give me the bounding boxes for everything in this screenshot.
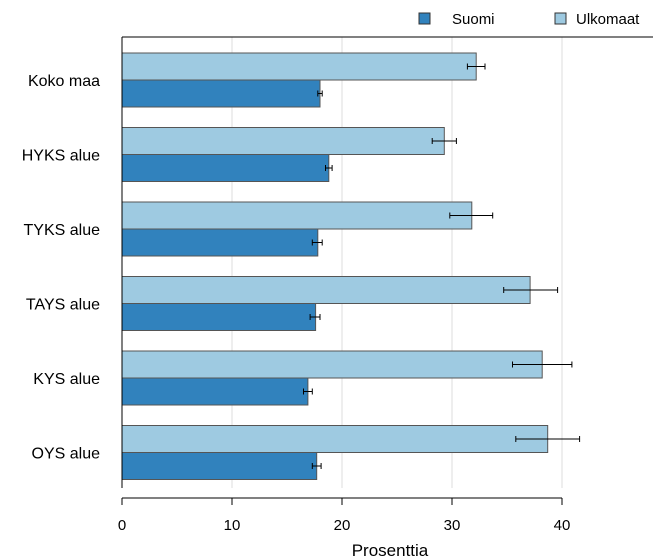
bar-ulkomaat-4 — [121, 350, 543, 379]
x-tick-label: 0 — [118, 517, 126, 534]
legend-swatch-suomi — [418, 12, 431, 25]
category-label: TYKS alue — [24, 222, 101, 239]
bar-ulkomaat-1 — [121, 127, 445, 155]
legend-swatch-ulkomaat — [554, 12, 567, 25]
bar-suomi-5 — [121, 452, 318, 480]
axes: Koko maa HYKS alue TYKS alue TAYS alue KYS a… — [22, 36, 653, 534]
bar-suomi-2 — [121, 228, 319, 257]
legend-label-suomi: Suomi — [452, 11, 495, 28]
x-tick-label: 20 — [334, 517, 351, 534]
category-label: HYKS alue — [22, 148, 100, 165]
x-axis-title: Prosenttia — [352, 541, 429, 560]
bar-ulkomaat-0 — [121, 52, 477, 81]
bar-ulkomaat-3 — [121, 276, 531, 304]
category-label: Koko maa — [28, 73, 100, 90]
bar-suomi-1 — [121, 154, 330, 182]
category-label: TAYS alue — [26, 297, 100, 314]
x-tick-label: 10 — [224, 517, 241, 534]
legend-label-ulkomaat: Ulkomaat — [576, 11, 640, 28]
bar-suomi-4 — [121, 377, 309, 406]
bar-ulkomaat-5 — [121, 425, 549, 453]
bar-suomi-3 — [121, 303, 317, 331]
error-bars — [303, 63, 581, 469]
category-label: KYS alue — [33, 371, 100, 388]
category-label: OYS alue — [32, 446, 101, 463]
bar-suomi-0 — [121, 79, 321, 108]
bar-ulkomaat-2 — [121, 201, 473, 230]
legend: Suomi Ulkomaat — [418, 11, 640, 28]
grid-lines — [231, 37, 563, 488]
bars — [121, 52, 549, 480]
x-tick-label: 30 — [444, 517, 461, 534]
x-tick-label: 40 — [554, 517, 571, 534]
